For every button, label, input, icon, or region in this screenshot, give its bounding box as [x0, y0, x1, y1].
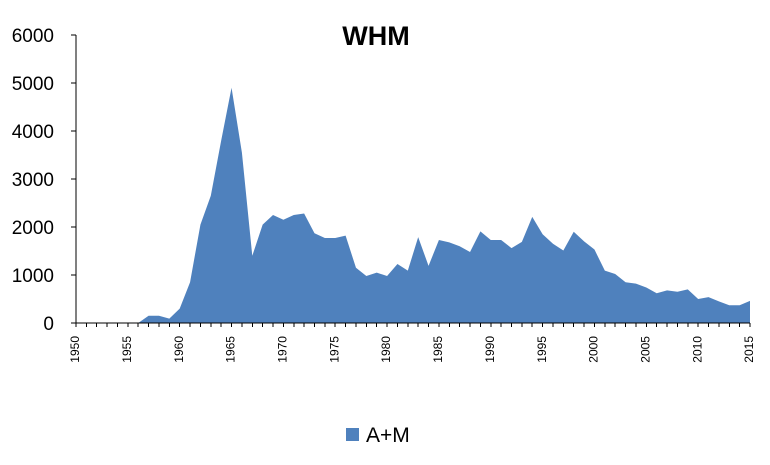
x-tick-label: 1955 — [120, 336, 134, 363]
x-tick-label: 2010 — [690, 336, 704, 363]
y-tick-label: 6000 — [12, 26, 54, 47]
x-axis: 1950 1955 1960 1965 1970 1975 1980 1985 1990 1995… — [68, 322, 756, 363]
x-tick-label: 1995 — [535, 336, 549, 363]
x-tick-label: 1980 — [379, 336, 393, 363]
x-tick-label: 1965 — [224, 336, 238, 363]
y-tick-label: 1000 — [12, 266, 54, 287]
legend-swatch-a-m — [346, 428, 359, 441]
x-tick-label: 1990 — [483, 336, 497, 363]
plot-area — [76, 87, 750, 323]
area-series-a-m — [76, 87, 750, 323]
y-tick-label: 4000 — [12, 122, 54, 143]
y-tick-label: 2000 — [12, 218, 54, 239]
x-tick-label: 1985 — [431, 336, 445, 363]
y-tick-label: 5000 — [12, 74, 54, 95]
x-tick-label: 2005 — [638, 336, 652, 363]
x-tick-label: 1950 — [68, 336, 82, 363]
x-tick-label: 1970 — [276, 336, 290, 363]
x-tick-label: 2015 — [742, 336, 756, 363]
x-tick-label: 1975 — [327, 336, 341, 363]
x-tick-label: 1960 — [172, 336, 186, 363]
x-tick-label: 2000 — [587, 336, 601, 363]
y-tick-label: 3000 — [12, 170, 54, 191]
legend-label-a-m: A+M — [366, 424, 410, 447]
chart-title: WHM — [342, 21, 409, 51]
legend: A+M — [346, 424, 410, 447]
y-axis: 0 1000 2000 3000 4000 5000 6000 — [12, 26, 77, 335]
y-tick-label: 0 — [43, 314, 54, 335]
